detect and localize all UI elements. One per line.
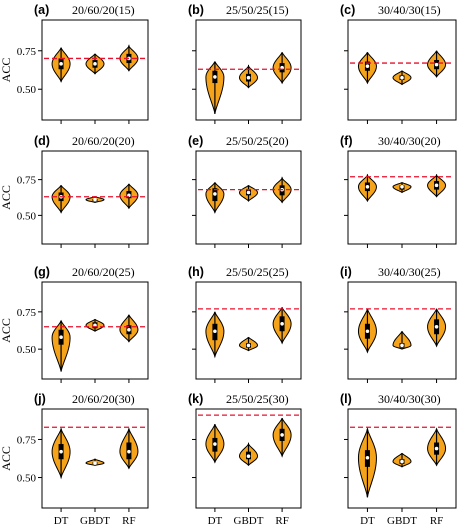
violin-median (59, 335, 63, 340)
violin-median (127, 327, 131, 332)
panel-title: 30/40/30(20) (378, 134, 441, 148)
panel-d: (d) 20/60/20(20) 0.50 0.75 (17, 134, 149, 248)
violin-median (246, 454, 251, 459)
panel-letter: (g) (34, 265, 50, 279)
panel-title: 30/40/30(25) (378, 265, 441, 279)
violin-median (59, 62, 63, 66)
panel-title: 20/60/20(30) (72, 392, 135, 406)
violin-median (365, 184, 370, 189)
panel-i: (i) 30/40/30(25) (340, 265, 457, 383)
x-tick-label: GBDT (80, 515, 110, 524)
panel-title: 25/50/25(15) (226, 3, 289, 17)
y-tick-label: 0.75 (17, 434, 37, 446)
panel-letter: (b) (188, 3, 204, 17)
violin-median (246, 190, 251, 195)
violin-median (434, 324, 439, 329)
y-axis-label: ACC (0, 185, 13, 210)
violin-median (365, 329, 370, 334)
panel-title: 20/60/20(15) (72, 3, 135, 17)
y-tick-label: 0.50 (17, 473, 37, 485)
violin-median (400, 343, 404, 348)
panel-h: (h) 25/50/25(25) (188, 265, 302, 383)
panel-letter: (e) (188, 134, 203, 148)
violin-median (434, 446, 439, 451)
panel-letter: (k) (188, 392, 203, 406)
violin-median (213, 442, 217, 446)
violin-median (400, 75, 404, 80)
x-tick-label: GBDT (234, 515, 264, 524)
y-axis-label: ACC (0, 318, 13, 343)
panel-l: (l) 30/40/30(30) DT GBDT RF (340, 392, 457, 524)
panel-b: (b) 25/50/25(15) (188, 3, 302, 124)
violin-median (280, 433, 284, 437)
panel-title: 25/50/25(20) (226, 134, 289, 148)
violin-median (400, 184, 404, 189)
violin-median (59, 449, 63, 454)
panel-title: 25/50/25(30) (226, 392, 289, 406)
panel-title: 30/40/30(30) (378, 392, 441, 406)
violin-median (365, 455, 370, 460)
x-tick-label: GBDT (387, 515, 417, 524)
x-tick-label: RF (122, 515, 135, 524)
panel-a: (a) 20/60/20(15) 0.50 0.75 (17, 3, 149, 124)
panel-letter: (j) (34, 392, 46, 406)
y-axis-label: ACC (0, 446, 13, 471)
violin-median (93, 197, 97, 202)
panel-g: (g) 20/60/20(25) 0.50 0.75 (17, 265, 149, 383)
panel-e: (e) 25/50/25(20) (188, 134, 302, 248)
panel-letter: (i) (340, 265, 352, 279)
violin-median (365, 64, 370, 68)
y-tick-label: 0.75 (17, 175, 37, 187)
panel-title: 30/40/30(15) (378, 3, 441, 17)
panel-title: 20/60/20(25) (72, 265, 135, 279)
violin-median (434, 62, 439, 67)
violin-median (93, 461, 97, 465)
violin-median (213, 75, 217, 79)
panel-f: (f) 30/40/30(20) (340, 134, 457, 248)
panel-letter: (h) (188, 265, 204, 279)
x-tick-label: DT (208, 515, 223, 524)
violin-median (213, 329, 217, 334)
panel-j: (j) 20/60/20(30) 0.50 0.75 DT GBDT RF (17, 392, 149, 524)
panel-letter: (f) (340, 134, 353, 148)
violin-median (246, 75, 251, 80)
y-tick-label: 0.50 (17, 84, 37, 96)
panel-letter: (a) (34, 3, 49, 17)
panel-letter: (c) (340, 3, 355, 17)
y-tick-label: 0.75 (17, 307, 37, 319)
x-tick-label: RF (275, 515, 288, 524)
violin-median (213, 192, 217, 196)
x-tick-label: RF (430, 515, 443, 524)
violin-median (400, 459, 404, 464)
violin-median (127, 449, 131, 454)
violin-median (434, 183, 439, 188)
violin-median (280, 321, 284, 326)
y-tick-label: 0.50 (17, 344, 37, 356)
panel-letter: (l) (340, 392, 352, 406)
violin-median (246, 343, 251, 348)
y-tick-label: 0.75 (17, 46, 37, 58)
violin-median (93, 62, 97, 66)
panel-c: (c) 30/40/30(15) (340, 3, 457, 124)
panel-letter: (d) (34, 134, 50, 148)
panel-k: (k) 25/50/25(30) DT GBDT RF (188, 392, 302, 524)
y-tick-label: 0.50 (17, 210, 37, 222)
x-tick-label: DT (54, 515, 69, 524)
x-tick-label: DT (360, 515, 375, 524)
panel-title: 25/50/25(25) (226, 265, 289, 279)
y-axis-label: ACC (0, 58, 13, 83)
panel-title: 20/60/20(20) (72, 134, 135, 148)
